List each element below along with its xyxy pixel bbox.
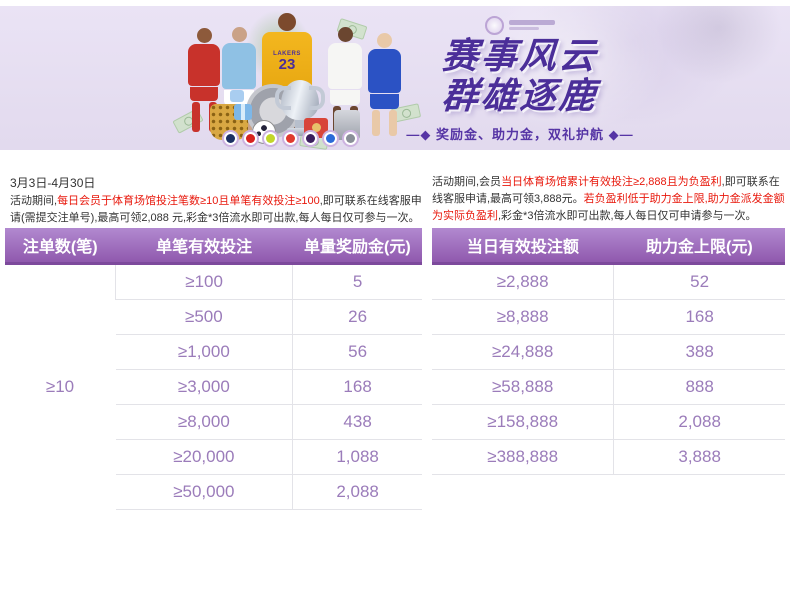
- champions-league-badge-icon: [222, 130, 239, 147]
- banner-subtitle: —◆ 奖励金、助力金，双礼护航 ◆—: [406, 126, 634, 142]
- serie-a-badge-icon: [342, 130, 359, 147]
- brand-wordmark: [509, 20, 555, 30]
- table-row: ≥3,000 168: [5, 369, 422, 405]
- table-row: ≥58,888 888: [432, 369, 785, 405]
- table-row: ≥2,888 52: [432, 263, 785, 300]
- table-cell: ≥50,000: [115, 474, 293, 510]
- banner-title-block: 赛事风云 群雄逐鹿 —◆ 奖励金、助力金，双礼护航 ◆—: [404, 14, 636, 143]
- promo-text: ,彩金*3倍流水即可出款,每人每日仅可申请参与一次。: [498, 210, 757, 223]
- table-cell: ≥24,888: [432, 334, 614, 370]
- assist-section: 活动期间,会员当日体育场馆累计有效投注≥2,888且为负盈利,即可联系在线客服申…: [432, 174, 785, 510]
- brand-logo: [404, 14, 636, 36]
- gift-box-icon: [230, 90, 244, 102]
- ligue1-badge-icon: [322, 130, 339, 147]
- table-cell: 5: [292, 263, 422, 300]
- banner-title-line1: 赛事风云: [440, 35, 600, 76]
- brand-logo-icon: [485, 15, 504, 35]
- table-cell: 438: [292, 404, 422, 440]
- table-row: ≥500 26: [5, 299, 422, 335]
- table-cell: ≥388,888: [432, 439, 614, 475]
- table-row: ≥10 ≥100 5: [5, 263, 422, 510]
- reward-section: 3月3日-4月30日 活动期间,每日会员于体育场馆投注笔数≥10且单笔有效投注≥…: [5, 174, 422, 510]
- table-cell: ≥20,000: [115, 439, 293, 475]
- table-row: ≥8,888 168: [432, 299, 785, 335]
- reward-table: 注单数(笔) 单笔有效投注 单量奖励金(元) ≥10 ≥100 5 ≥500 26 ≥1,…: [5, 228, 422, 510]
- table-row: ≥388,888 3,888: [432, 439, 785, 475]
- table-cell: ≥2,888: [432, 263, 614, 300]
- column-header-reward: 单量奖励金(元): [292, 228, 422, 265]
- table-row: ≥20,000 1,088: [5, 439, 422, 475]
- assist-rules-paragraph: 活动期间,会员当日体育场馆累计有效投注≥2,888且为负盈利,即可联系在线客服申…: [432, 174, 785, 225]
- banner-title-line2: 群雄逐鹿: [440, 75, 600, 117]
- table-row: ≥50,000 2,088: [5, 474, 422, 510]
- table-row: ≥1,000 56: [5, 334, 422, 370]
- league-badge-row: [222, 130, 359, 147]
- table-cell: 26: [292, 299, 422, 335]
- assist-text-zone: 活动期间,会员当日体育场馆累计有效投注≥2,888且为负盈利,即可联系在线客服申…: [432, 174, 785, 228]
- table-row: ≥8,000 438: [5, 404, 422, 440]
- table-cell: 168: [292, 369, 422, 405]
- column-header-bet-count: 注单数(笔): [5, 228, 116, 265]
- league-badge-red-swoosh-icon: [282, 130, 299, 147]
- table-row: ≥158,888 2,088: [432, 404, 785, 440]
- table-cell: 168: [613, 299, 785, 335]
- table-row: ≥24,888 388: [432, 334, 785, 370]
- assist-table-header-row: 当日有效投注额 助力金上限(元): [432, 228, 785, 265]
- reward-text-zone: 3月3日-4月30日 活动期间,每日会员于体育场馆投注笔数≥10且单笔有效投注≥…: [5, 174, 422, 228]
- promo-highlight-text: 若负盈利低于助力金上限,助力金派发金额为实际负盈利: [432, 193, 785, 223]
- table-cell: ≥1,000: [115, 334, 293, 370]
- promo-content: 3月3日-4月30日 活动期间,每日会员于体育场馆投注笔数≥10且单笔有效投注≥…: [0, 174, 790, 510]
- table-cell: 888: [613, 369, 785, 405]
- column-header-daily-bet: 当日有效投注额: [432, 228, 614, 265]
- reward-table-header-row: 注单数(笔) 单笔有效投注 单量奖励金(元): [5, 228, 422, 265]
- column-header-assist-cap: 助力金上限(元): [613, 228, 785, 265]
- table-cell: 56: [292, 334, 422, 370]
- promo-text: 活动期间,会员: [432, 176, 502, 188]
- table-cell: 2,088: [613, 404, 785, 440]
- table-cell: ≥158,888: [432, 404, 614, 440]
- promo-text: ,即可联系在线客服申请,最高可领3,888元。: [432, 176, 780, 206]
- bundesliga-badge-icon: [242, 130, 259, 147]
- promo-text: ,即可联系在线客服申请(需提交注单号),最高可领2,088 元,彩金*3倍流水即…: [10, 195, 422, 225]
- bet-count-span-cell: ≥10: [5, 263, 116, 510]
- table-cell: ≥3,000: [115, 369, 293, 405]
- promo-banner: LAKERS 23 赛事风云 群雄逐鹿 —◆ 奖励金、助力金，双礼护航 ◆—: [0, 6, 790, 150]
- jersey-team-label: LAKERS: [273, 50, 301, 57]
- trophy-icon: [275, 80, 325, 144]
- column-header-single-bet: 单笔有效投注: [115, 228, 293, 265]
- assist-table: 当日有效投注额 助力金上限(元) ≥2,888 52 ≥8,888 168 ≥24,88…: [432, 228, 785, 475]
- table-cell: 3,888: [613, 439, 785, 475]
- league-badge-green-icon: [262, 130, 279, 147]
- premier-league-badge-icon: [302, 130, 319, 147]
- promo-text: 活动期间,: [10, 195, 58, 207]
- table-cell: ≥58,888: [432, 369, 614, 405]
- table-cell: 52: [613, 263, 785, 300]
- jersey-number-label: 23: [278, 55, 296, 73]
- promo-highlight-text: 每日会员于体育场馆投注笔数≥10且单笔有效投注≥100: [57, 195, 320, 207]
- table-cell: ≥8,000: [115, 404, 293, 440]
- table-cell: ≥500: [115, 299, 293, 335]
- table-cell: 1,088: [292, 439, 422, 475]
- table-cell: ≥100: [114, 263, 293, 300]
- player-chelsea: [368, 33, 401, 136]
- table-cell: 2,088: [292, 474, 422, 510]
- reward-rules-paragraph: 活动期间,每日会员于体育场馆投注笔数≥10且单笔有效投注≥100,即可联系在线客…: [10, 193, 422, 227]
- gift-box-icon: [234, 104, 252, 120]
- promo-highlight-text: 当日体育场馆累计有效投注≥2,888且为负盈利: [501, 176, 722, 188]
- table-cell: 388: [613, 334, 785, 370]
- activity-date-range: 3月3日-4月30日: [10, 176, 96, 190]
- table-cell: ≥8,888: [432, 299, 614, 335]
